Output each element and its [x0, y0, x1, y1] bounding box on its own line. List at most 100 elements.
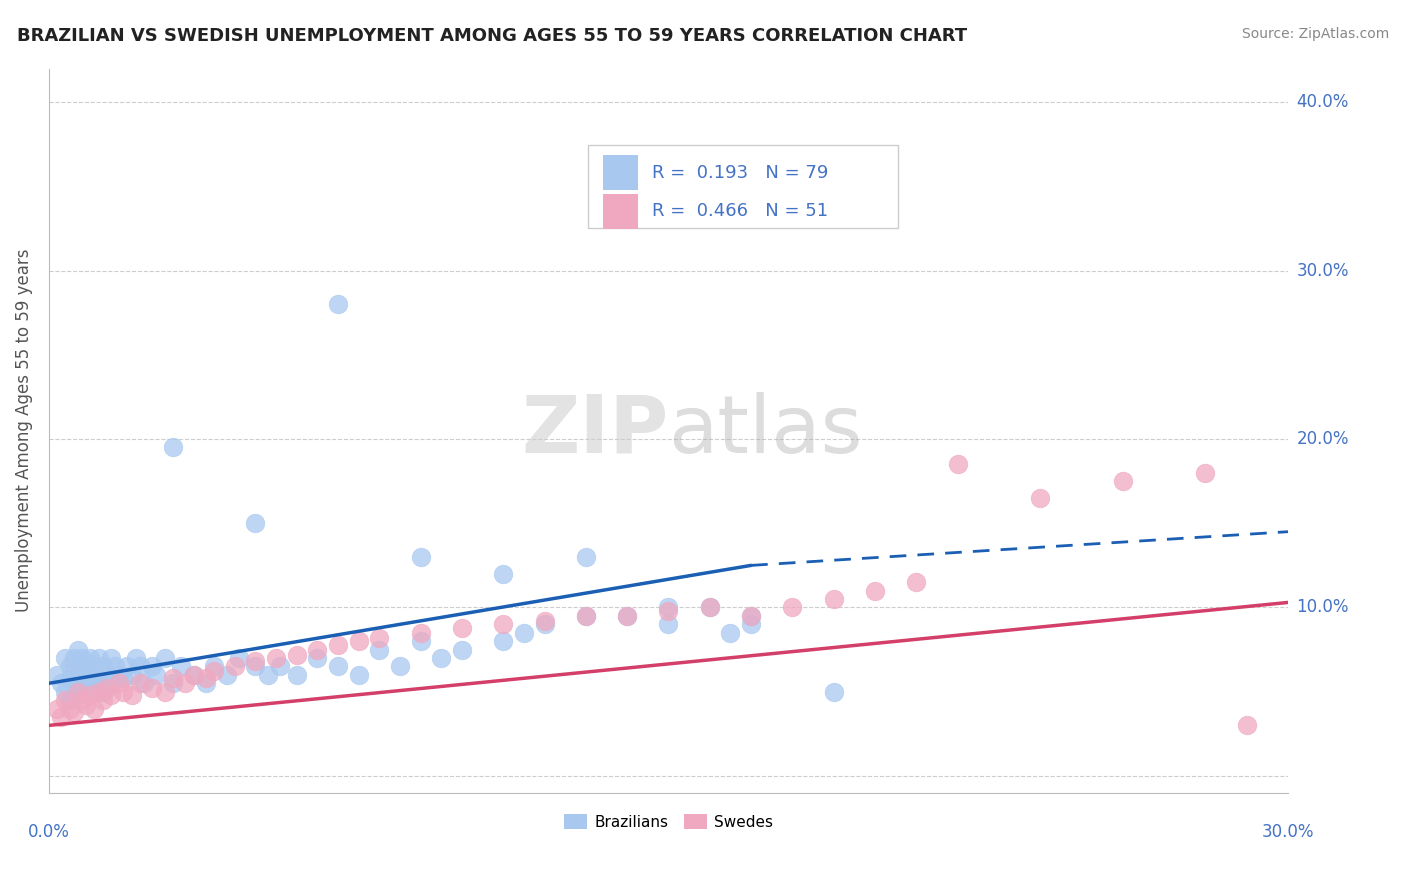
Point — [83, 671, 105, 685]
Point — [307, 651, 329, 665]
Point — [51, 676, 73, 690]
Point — [1112, 474, 1135, 488]
Point — [132, 676, 155, 690]
Point — [657, 617, 679, 632]
Point — [699, 600, 721, 615]
Point — [128, 676, 150, 690]
Point — [616, 608, 638, 623]
Point — [51, 710, 73, 724]
Point — [533, 617, 555, 632]
Point — [125, 651, 148, 665]
Y-axis label: Unemployment Among Ages 55 to 59 years: Unemployment Among Ages 55 to 59 years — [15, 249, 32, 613]
Point — [75, 684, 97, 698]
Point — [79, 668, 101, 682]
Point — [245, 659, 267, 673]
Text: 10.0%: 10.0% — [1296, 599, 1348, 616]
Point — [55, 684, 77, 698]
Point — [62, 651, 84, 665]
Point — [75, 676, 97, 690]
Point — [46, 668, 69, 682]
Point — [183, 668, 205, 682]
Point — [100, 688, 122, 702]
Point — [183, 668, 205, 682]
Point — [59, 659, 82, 673]
Text: Source: ZipAtlas.com: Source: ZipAtlas.com — [1241, 27, 1389, 41]
Point — [264, 651, 287, 665]
Point — [174, 676, 197, 690]
Point — [269, 659, 291, 673]
Point — [492, 634, 515, 648]
Text: 30.0%: 30.0% — [1261, 823, 1315, 841]
Point — [368, 642, 391, 657]
Point — [326, 659, 349, 673]
Point — [83, 659, 105, 673]
Point — [575, 608, 598, 623]
Text: ZIP: ZIP — [522, 392, 668, 470]
Text: 20.0%: 20.0% — [1296, 430, 1348, 448]
Point — [409, 625, 432, 640]
Bar — [603, 194, 637, 228]
Point — [112, 671, 135, 685]
Point — [740, 617, 762, 632]
Point — [91, 693, 114, 707]
Text: R =  0.466   N = 51: R = 0.466 N = 51 — [652, 202, 828, 220]
Point — [59, 701, 82, 715]
Point — [100, 651, 122, 665]
Point — [863, 583, 886, 598]
Point — [368, 631, 391, 645]
Point — [75, 659, 97, 673]
Point — [162, 671, 184, 685]
Point — [347, 668, 370, 682]
Point — [699, 600, 721, 615]
Point — [153, 684, 176, 698]
Point — [823, 684, 845, 698]
Point — [70, 676, 93, 690]
Point — [121, 668, 143, 682]
Text: 0.0%: 0.0% — [28, 823, 70, 841]
Point — [257, 668, 280, 682]
Point — [66, 668, 89, 682]
Point — [87, 684, 110, 698]
Point — [194, 676, 217, 690]
Point — [823, 592, 845, 607]
Point — [202, 665, 225, 679]
Point — [128, 659, 150, 673]
Point — [1194, 466, 1216, 480]
Point — [307, 642, 329, 657]
Point — [70, 659, 93, 673]
Point — [285, 648, 308, 662]
Point — [70, 651, 93, 665]
Text: atlas: atlas — [668, 392, 863, 470]
Point — [451, 621, 474, 635]
Point — [121, 688, 143, 702]
Point — [62, 659, 84, 673]
Point — [326, 638, 349, 652]
Point — [285, 668, 308, 682]
Point — [55, 693, 77, 707]
Point — [170, 659, 193, 673]
Point — [905, 575, 928, 590]
Point — [62, 676, 84, 690]
Point — [533, 614, 555, 628]
Point — [616, 608, 638, 623]
Point — [141, 681, 163, 696]
Text: R =  0.193   N = 79: R = 0.193 N = 79 — [652, 164, 828, 182]
Text: BRAZILIAN VS SWEDISH UNEMPLOYMENT AMONG AGES 55 TO 59 YEARS CORRELATION CHART: BRAZILIAN VS SWEDISH UNEMPLOYMENT AMONG … — [17, 27, 967, 45]
Point — [87, 651, 110, 665]
Point — [202, 659, 225, 673]
Point — [141, 659, 163, 673]
Point — [59, 693, 82, 707]
Point — [782, 600, 804, 615]
Point — [117, 659, 139, 673]
Point — [153, 651, 176, 665]
Point — [513, 625, 536, 640]
Point — [492, 566, 515, 581]
Point — [79, 651, 101, 665]
Point — [83, 701, 105, 715]
Point — [91, 659, 114, 673]
Point — [96, 681, 118, 696]
Point — [657, 604, 679, 618]
Point — [66, 642, 89, 657]
Point — [409, 634, 432, 648]
Point — [62, 705, 84, 719]
